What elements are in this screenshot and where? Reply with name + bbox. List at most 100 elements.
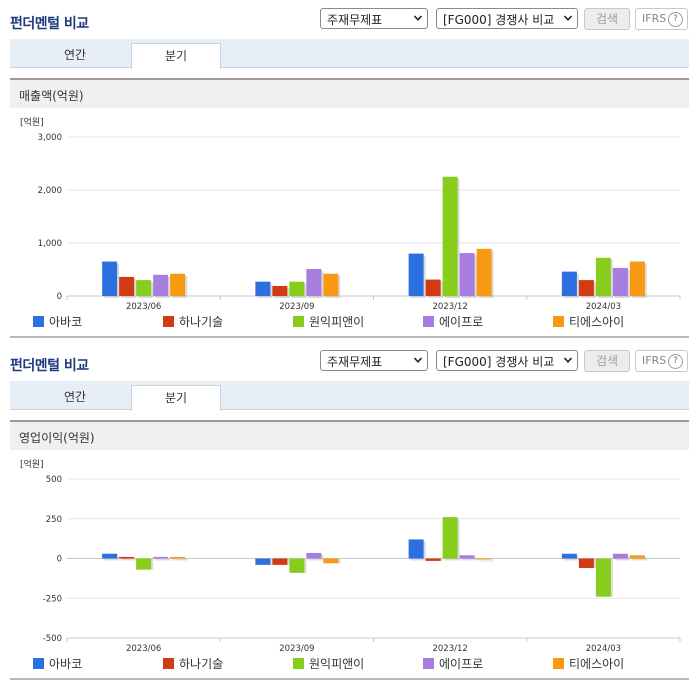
tab-annual[interactable]: 연간 <box>63 48 87 62</box>
compare-select[interactable]: [FG000] 경쟁사 비교 <box>436 8 578 29</box>
bar <box>170 556 186 559</box>
legend-swatch <box>553 658 564 669</box>
bar <box>425 558 441 561</box>
statement-select[interactable]: 주재무제표 <box>320 8 428 29</box>
compare-select-value: [FG000] 경쟁사 비교 <box>443 355 555 369</box>
y-tick-label: -500 <box>43 634 62 644</box>
legend-item[interactable]: 아바코 <box>33 655 82 672</box>
x-tick-label: 2023/09 <box>279 644 314 652</box>
y-tick-label: 0 <box>57 292 62 302</box>
bar <box>612 553 628 559</box>
ifrs-label: IFRS <box>642 12 667 25</box>
bar <box>102 261 118 296</box>
compare-select[interactable]: [FG000] 경쟁사 비교 <box>436 350 578 371</box>
bar-shadow <box>461 557 477 561</box>
help-icon: ? <box>668 354 683 369</box>
bar <box>578 558 594 569</box>
help-icon: ? <box>668 12 683 27</box>
bar <box>476 248 492 296</box>
legend-label: 에이프로 <box>439 657 484 671</box>
bar <box>578 280 594 296</box>
chevron-down-icon <box>413 15 423 21</box>
legend-label: 아바코 <box>49 315 83 329</box>
legend-label: 에이프로 <box>439 315 484 329</box>
bar <box>442 176 458 296</box>
bar <box>408 539 424 559</box>
x-tick-label: 2023/09 <box>279 302 314 310</box>
search-button[interactable]: 검색 <box>584 350 630 372</box>
legend-item[interactable]: 하나기술 <box>163 313 223 330</box>
bar <box>442 517 458 559</box>
ifrs-help-button[interactable]: IFRS ? <box>635 350 688 372</box>
chart-header: 매출액(억원) <box>10 78 689 108</box>
chevron-down-icon <box>563 357 573 363</box>
bar <box>306 552 322 559</box>
bar <box>119 556 135 559</box>
y-tick-label: 0 <box>57 555 62 565</box>
legend-item[interactable]: 원익피앤이 <box>293 655 364 672</box>
bar <box>255 558 271 565</box>
y-tick-label: 500 <box>46 475 62 485</box>
tab-quarterly[interactable]: 분기 <box>131 43 221 69</box>
bar <box>561 553 577 559</box>
tab-quarterly[interactable]: 분기 <box>131 385 221 411</box>
bar <box>595 558 611 597</box>
legend-item[interactable]: 에이프로 <box>423 313 483 330</box>
tab-annual[interactable]: 연간 <box>63 390 87 404</box>
divider <box>10 678 689 680</box>
ifrs-label: IFRS <box>642 354 667 367</box>
chevron-down-icon <box>563 15 573 21</box>
period-tabs: 연간 분기 <box>10 39 689 69</box>
bar <box>629 261 645 296</box>
ifrs-help-button[interactable]: IFRS ? <box>635 8 688 30</box>
search-button[interactable]: 검색 <box>584 8 630 30</box>
legend-label: 하나기술 <box>179 315 224 329</box>
operating-profit-chart: [억원] -500 -250 0 250 500 2023/06 2023/09 2023/12… <box>20 458 681 652</box>
legend-item[interactable]: 에이프로 <box>423 655 483 672</box>
bar <box>476 558 492 560</box>
bar-shadow <box>121 558 137 561</box>
legend-item[interactable]: 티에스아이 <box>553 655 624 672</box>
section-title: 펀더멘털 비교 <box>10 16 89 32</box>
bar <box>629 555 645 559</box>
fundamental-section-revenue: 펀더멘털 비교 주재무제표 [FG000] 경쟁사 비교 검색 IFRS ? 연… <box>0 0 696 340</box>
bar <box>272 285 288 296</box>
divider <box>10 336 689 338</box>
x-tick-label: 2023/12 <box>432 644 467 652</box>
bar <box>136 280 152 296</box>
bar <box>272 558 288 565</box>
chart-title: 매출액(억원) <box>19 89 84 103</box>
legend-item[interactable]: 원익피앤이 <box>293 313 364 330</box>
bar <box>153 556 169 559</box>
legend-swatch <box>293 658 304 669</box>
bar <box>459 555 475 559</box>
legend-swatch <box>163 316 174 327</box>
legend-swatch <box>33 316 44 327</box>
bar <box>289 558 305 573</box>
legend-item[interactable]: 아바코 <box>33 313 82 330</box>
legend-swatch <box>163 658 174 669</box>
bar <box>136 558 152 570</box>
statement-select-value: 주재무제표 <box>327 13 383 27</box>
statement-select[interactable]: 주재무제표 <box>320 350 428 371</box>
chart-title: 영업이익(억원) <box>19 431 95 445</box>
bar <box>323 558 339 564</box>
y-unit-label: [억원] <box>20 458 44 470</box>
bar <box>170 273 186 296</box>
legend-item[interactable]: 하나기술 <box>163 655 223 672</box>
statement-select-value: 주재무제표 <box>327 355 383 369</box>
x-tick-label: 2023/12 <box>432 302 467 310</box>
bar <box>425 279 441 296</box>
legend-swatch <box>293 316 304 327</box>
compare-select-value: [FG000] 경쟁사 비교 <box>443 13 555 27</box>
y-unit-label: [억원] <box>20 116 44 128</box>
period-tabs: 연간 분기 <box>10 381 689 411</box>
bar-shadow <box>172 558 188 561</box>
legend-label: 티에스아이 <box>569 657 625 671</box>
bar <box>612 267 628 296</box>
legend-item[interactable]: 티에스아이 <box>553 313 624 330</box>
legend-swatch <box>423 316 434 327</box>
bar-shadow <box>631 557 647 561</box>
legend-label: 티에스아이 <box>569 315 625 329</box>
chart-header: 영업이익(억원) <box>10 420 689 450</box>
